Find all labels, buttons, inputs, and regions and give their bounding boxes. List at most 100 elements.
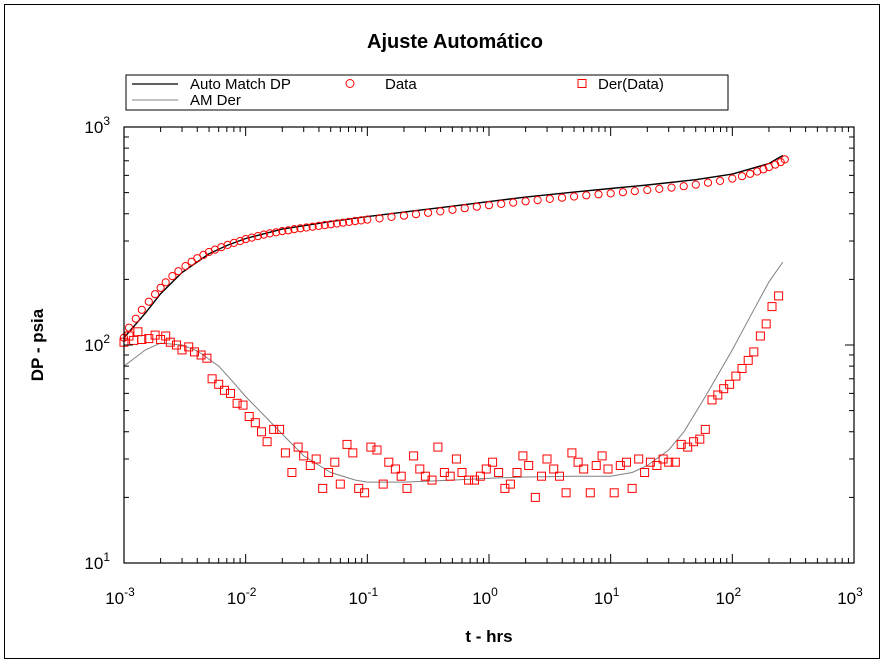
derivative-point [645, 457, 655, 467]
derivative-point [561, 488, 571, 498]
derivative-point [512, 468, 522, 477]
derivative-point [196, 350, 206, 360]
data-point [679, 182, 688, 191]
derivative-point [342, 439, 352, 449]
data-point [308, 222, 317, 231]
derivative-point [537, 471, 546, 481]
derivative-point [232, 398, 242, 408]
derivative-point [505, 479, 515, 489]
derivative-point [627, 483, 637, 493]
derivative-point [713, 390, 723, 400]
derivative-point [220, 385, 229, 395]
derivative-point [137, 335, 147, 344]
data-point [630, 187, 639, 196]
derivative-point [700, 424, 710, 434]
data-point [728, 174, 737, 183]
data-point [460, 204, 469, 213]
derivative-point [652, 461, 662, 470]
data-point [296, 224, 305, 233]
derivative-point [451, 454, 461, 464]
data-point [582, 191, 591, 200]
series-der-data [119, 291, 784, 502]
data-point [241, 235, 250, 244]
data-point [131, 314, 140, 323]
derivative-point [226, 388, 235, 398]
legend-label-auto-match: Auto Match DP [190, 76, 291, 93]
x-tick-label: 102 [716, 585, 742, 608]
derivative-point [549, 464, 559, 474]
series-data [119, 155, 789, 342]
derivative-point [658, 454, 668, 464]
series-line-am-der [123, 261, 784, 483]
legend-marker-der-data [577, 79, 587, 88]
data-point [161, 278, 170, 287]
derivative-point [250, 418, 260, 428]
derivative-point [488, 457, 498, 467]
derivative-point [280, 448, 290, 458]
data-point [332, 219, 341, 228]
derivative-point [269, 424, 279, 434]
legend-label-am-der: AM Der [190, 92, 241, 109]
derivative-point [755, 331, 765, 341]
derivative-point [202, 353, 212, 363]
legend-label-der-data: Der(Data) [598, 76, 664, 93]
data-point [236, 236, 245, 246]
data-point [655, 184, 664, 193]
data-point [265, 229, 274, 238]
derivative-point [177, 345, 187, 355]
derivative-point [767, 302, 777, 312]
data-point [247, 233, 256, 242]
legend-label-data: Data [385, 76, 417, 93]
data-point [448, 205, 457, 214]
x-tick-label: 100 [472, 585, 498, 608]
derivative-point [305, 461, 315, 470]
x-tick-label: 103 [837, 585, 863, 608]
data-point [691, 180, 700, 189]
data-point [181, 262, 190, 271]
derivative-point [133, 327, 143, 337]
data-point [737, 172, 747, 181]
derivative-point [396, 471, 406, 481]
y-tick-label: 102 [84, 332, 110, 355]
data-point [278, 227, 287, 236]
data-point [411, 210, 421, 219]
derivative-point [475, 471, 485, 481]
derivative-point [689, 437, 699, 447]
derivative-point [378, 479, 388, 489]
data-point [272, 228, 281, 237]
data-point [436, 207, 445, 216]
derivative-point [390, 464, 400, 474]
data-point [387, 212, 396, 221]
derivative-point [640, 468, 650, 477]
derivative-point [464, 475, 474, 485]
derivative-point [214, 379, 224, 389]
y-tick-label: 101 [84, 550, 110, 573]
y-axis-label: DP - psia [28, 308, 47, 381]
derivative-point [609, 488, 619, 498]
derivative-point [348, 448, 358, 458]
data-point [124, 323, 134, 332]
chart-title: Ajuste Automático [367, 31, 543, 53]
data-point [357, 216, 366, 225]
derivative-point [518, 451, 528, 461]
plot-frame [123, 126, 855, 564]
derivative-point [257, 427, 266, 437]
data-point [284, 226, 293, 235]
x-axis-label: t - hrs [465, 627, 512, 646]
derivative-point [190, 347, 199, 357]
derivative-point [542, 454, 552, 464]
derivative-point [299, 451, 309, 461]
derivative-point [670, 457, 680, 467]
x-tick-label: 10-3 [105, 585, 135, 608]
derivative-point [567, 448, 577, 458]
data-point [259, 230, 268, 239]
data-point [759, 165, 768, 174]
data-point [643, 185, 652, 195]
data-point [193, 254, 202, 263]
derivative-point [161, 331, 171, 341]
derivative-point [695, 434, 705, 444]
derivative-point [634, 454, 644, 464]
data-point [618, 188, 628, 197]
derivative-point [409, 451, 419, 461]
